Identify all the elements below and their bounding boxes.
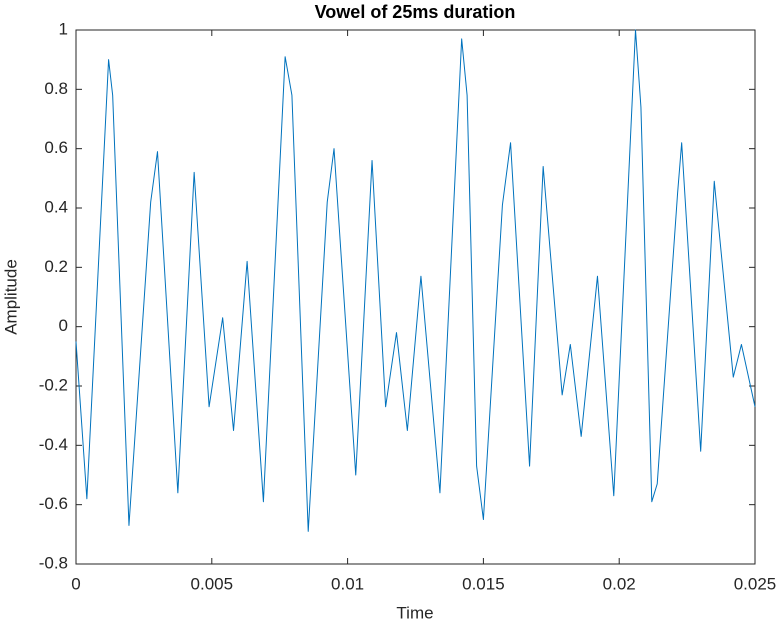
y-tick-label: 0.8 bbox=[44, 79, 68, 98]
y-tick-label: 0.6 bbox=[44, 138, 68, 157]
y-tick-label: -0.2 bbox=[39, 375, 68, 394]
chart-title: Vowel of 25ms duration bbox=[315, 2, 516, 22]
y-tick-label: -0.8 bbox=[39, 553, 68, 572]
x-tick-label: 0.005 bbox=[191, 574, 234, 593]
data-line bbox=[75, 29, 756, 532]
y-tick-label: 0.4 bbox=[44, 197, 68, 216]
plot-frame bbox=[75, 29, 756, 565]
x-tick-label: 0.025 bbox=[734, 574, 777, 593]
y-axis-label: Amplitude bbox=[1, 259, 20, 335]
x-tick-label: 0 bbox=[71, 574, 80, 593]
x-tick-label: 0.015 bbox=[462, 574, 505, 593]
y-tick-label: -0.6 bbox=[39, 494, 68, 513]
y-tick-label: 0 bbox=[59, 316, 68, 335]
x-tick-label: 0.02 bbox=[603, 574, 636, 593]
y-tick-label: 1 bbox=[59, 19, 68, 38]
x-tick-label: 0.01 bbox=[331, 574, 364, 593]
x-axis-label: Time bbox=[396, 603, 433, 622]
y-tick-label: 0.2 bbox=[44, 257, 68, 276]
y-tick-label: -0.4 bbox=[39, 435, 68, 454]
